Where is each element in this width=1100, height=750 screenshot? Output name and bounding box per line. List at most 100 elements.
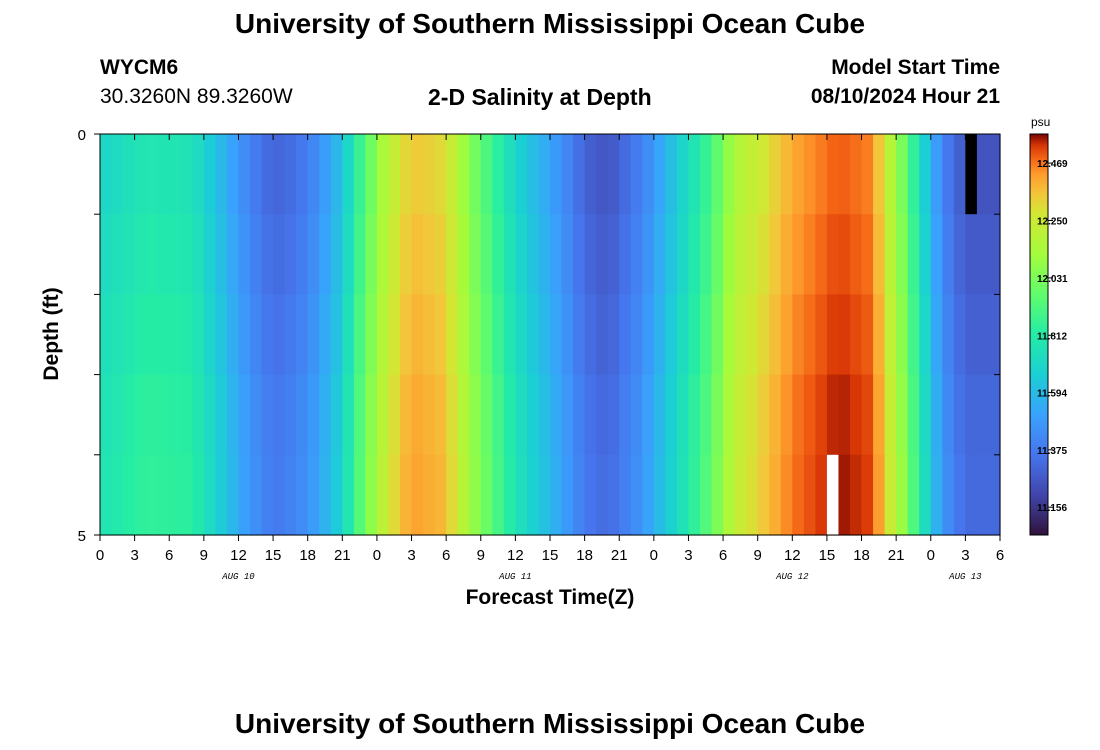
heatmap-cell xyxy=(711,454,724,536)
heatmap-cell xyxy=(215,294,228,376)
heatmap-cell xyxy=(400,294,413,376)
heatmap-cell xyxy=(238,374,251,456)
heatmap-cell xyxy=(434,294,447,376)
x-tick-label: 0 xyxy=(373,547,381,564)
heatmap-cell xyxy=(942,374,955,456)
heatmap-cell xyxy=(550,134,563,215)
heatmap-cell xyxy=(400,374,413,456)
heatmap-cell xyxy=(815,294,828,376)
heatmap-cell xyxy=(757,134,770,215)
colorbar-tick-label: 12.469 xyxy=(1037,159,1068,170)
heatmap-cell xyxy=(919,374,932,456)
heatmap-cell xyxy=(423,454,436,536)
heatmap-cell xyxy=(850,134,863,215)
heatmap-cell xyxy=(850,374,863,456)
heatmap-cell xyxy=(746,214,759,295)
heatmap-cell xyxy=(376,454,390,536)
heatmap-cell xyxy=(238,294,251,376)
heatmap-cell xyxy=(642,454,655,536)
heatmap-cell xyxy=(296,374,309,456)
heatmap-cell xyxy=(296,214,309,295)
heatmap-cell xyxy=(273,454,286,536)
heatmap-cell xyxy=(838,374,851,456)
x-tick-label: 18 xyxy=(299,547,316,564)
heatmap-cell xyxy=(215,214,228,295)
heatmap-cell xyxy=(100,454,113,536)
colorbar-unit: psu xyxy=(1031,115,1050,129)
model-start-label: Model Start Time xyxy=(831,56,1000,79)
heatmap-cell xyxy=(653,294,666,376)
colorbar-tick-label: 12.250 xyxy=(1037,216,1068,227)
heatmap-cell xyxy=(584,374,597,456)
heatmap-cell xyxy=(965,454,978,536)
heatmap-cell xyxy=(169,454,182,536)
heatmap-cell xyxy=(930,454,943,536)
heatmap-cell xyxy=(919,454,932,536)
heatmap-cell xyxy=(907,374,920,456)
heatmap-cell xyxy=(573,374,586,456)
heatmap-cell xyxy=(619,134,632,215)
heatmap-cell xyxy=(988,134,1001,215)
colorbar: psu 12.469 12.250 12.031 11.812 11.594 11.375… xyxy=(1029,115,1068,536)
heatmap-cell xyxy=(480,214,493,295)
heatmap-cell xyxy=(284,294,297,376)
heatmap-cell xyxy=(976,214,990,295)
heatmap-cell xyxy=(873,374,886,456)
heatmap-cell xyxy=(838,454,851,536)
heatmap-cell xyxy=(238,454,251,536)
heatmap-cell xyxy=(434,454,447,536)
heatmap-cell xyxy=(526,214,540,295)
heatmap-cell xyxy=(273,214,286,295)
heatmap-cell xyxy=(123,134,136,215)
heatmap-cell xyxy=(723,454,736,536)
heatmap-cell xyxy=(273,294,286,376)
heatmap-cell xyxy=(411,374,424,456)
heatmap-cell xyxy=(596,374,609,456)
heatmap-cell xyxy=(538,374,551,456)
heatmap-cell xyxy=(769,214,782,295)
heatmap-cell xyxy=(157,214,170,295)
heatmap-cell xyxy=(307,134,320,215)
heatmap-cell xyxy=(803,294,816,376)
heatmap-cell xyxy=(157,294,170,376)
heatmap-cell xyxy=(896,374,909,456)
heatmap-cell xyxy=(769,134,782,215)
heatmap-cell xyxy=(134,454,147,536)
heatmap-cell xyxy=(803,374,816,456)
heatmap-cell xyxy=(711,214,724,295)
heatmap-cell xyxy=(676,294,690,376)
heatmap-cell xyxy=(492,294,505,376)
heatmap-cell xyxy=(296,294,309,376)
heatmap-cell xyxy=(376,214,390,295)
heatmap-cell xyxy=(503,134,516,215)
heatmap-cell xyxy=(988,214,1001,295)
heatmap-cell xyxy=(734,294,747,376)
heatmap-cell xyxy=(630,134,643,215)
heatmap-cell xyxy=(180,294,193,376)
heatmap-cell xyxy=(353,374,366,456)
heatmap-cell xyxy=(111,294,124,376)
heatmap-cell xyxy=(676,374,690,456)
heatmap-cell xyxy=(942,454,955,536)
heatmap-cell xyxy=(607,134,620,215)
y-tick-label: 0 xyxy=(78,127,86,144)
heatmap-cell xyxy=(665,294,678,376)
heatmap-cell xyxy=(619,214,632,295)
x-axis-title: Forecast Time(Z) xyxy=(466,586,635,609)
x-day-label: AUG 12 xyxy=(775,572,809,582)
heatmap-cell xyxy=(573,454,586,536)
heatmap-cell xyxy=(250,294,263,376)
heatmap-cell xyxy=(192,454,205,536)
footer-title: University of Southern Mississippi Ocean… xyxy=(234,708,866,739)
heatmap-cell xyxy=(492,454,505,536)
heatmap-cell xyxy=(723,374,736,456)
x-tick-label: 3 xyxy=(130,547,138,564)
heatmap-cell xyxy=(469,454,482,536)
heatmap-cell xyxy=(238,214,251,295)
heatmap-cell xyxy=(423,374,436,456)
heatmap-cell xyxy=(884,134,897,215)
heatmap-cell xyxy=(238,134,251,215)
heatmap-cell xyxy=(630,454,643,536)
heatmap-cell xyxy=(538,454,551,536)
heatmap-cell xyxy=(561,134,574,215)
